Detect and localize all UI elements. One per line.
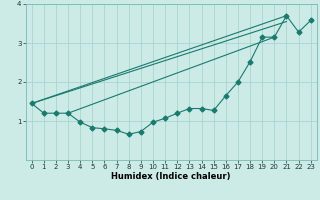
- X-axis label: Humidex (Indice chaleur): Humidex (Indice chaleur): [111, 172, 231, 181]
